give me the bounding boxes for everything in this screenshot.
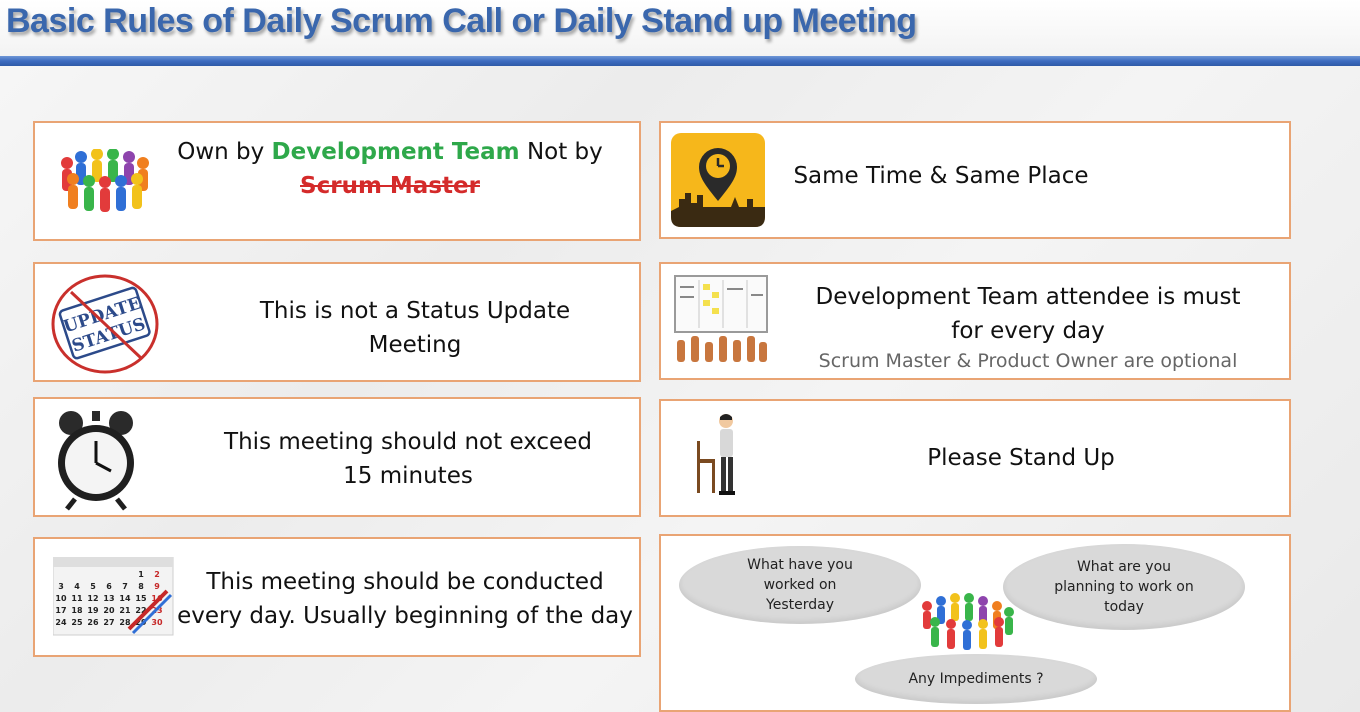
calendar-day: 6: [106, 582, 112, 591]
attendee-text: Development Team attendee is must for ev…: [815, 284, 1241, 344]
owner-text: Own by Development Team Not by Scrum Mas…: [155, 135, 625, 203]
same-place-text: Same Time & Same Place: [793, 163, 1089, 189]
title-bar: Basic Rules of Daily Scrum Call or Daily…: [0, 0, 1360, 56]
alarm-clock-icon: [58, 411, 134, 511]
calendar-day: 8: [138, 582, 144, 591]
calendar-day: 5: [90, 582, 96, 591]
daily-text: This meeting should be conducted every d…: [177, 569, 633, 629]
calendar-day: 12: [87, 594, 98, 603]
card-status: UPDATE STATUS This is not a Status Updat…: [33, 262, 641, 382]
calendar-day: 4: [74, 582, 80, 591]
stand-up-text: Please Stand Up: [927, 445, 1115, 471]
calendar-day: 27: [103, 618, 114, 627]
card-owner: Own by Development Team Not by Scrum Mas…: [33, 121, 641, 241]
calendar-day: 29: [135, 618, 147, 627]
calendar-day: 19: [87, 606, 99, 615]
card-questions: What have you worked on Yesterday What a…: [659, 534, 1291, 712]
calendar-day: 14: [119, 594, 131, 603]
calendar-day: 30: [151, 618, 163, 627]
calendar-day: 26: [87, 618, 99, 627]
calendar-day: 11: [71, 594, 83, 603]
kanban-board-icon: [674, 275, 768, 362]
card-timebox: This meeting should not exceed 15 minute…: [33, 397, 641, 517]
team-huddle-icon: [922, 593, 1014, 650]
calendar-day: 2: [154, 570, 160, 579]
calendar-day: 18: [71, 606, 83, 615]
calendar-day: 13: [103, 594, 114, 603]
calendar-day: 7: [122, 582, 128, 591]
owner-struck: Scrum Master: [300, 173, 480, 199]
calendar-day: 25: [71, 618, 83, 627]
slide-title: Basic Rules of Daily Scrum Call or Daily…: [6, 2, 917, 40]
calendar-day: 28: [119, 618, 131, 627]
card-same-place: Same Time & Same Place: [659, 121, 1291, 239]
calendar-day: 21: [119, 606, 131, 615]
standing-person-icon: [697, 414, 735, 495]
calendar-day: 20: [103, 606, 115, 615]
owner-suffix: Not by: [519, 139, 603, 165]
calendar-icon: 1234567891011121314151617181920212223242…: [53, 557, 174, 636]
owner-team: Development Team: [271, 139, 520, 165]
map-pin-clock-icon: [671, 133, 765, 227]
calendar-day: 17: [55, 606, 66, 615]
card-attendee: Development Team attendee is must for ev…: [659, 262, 1291, 380]
owner-prefix: Own by: [177, 139, 272, 165]
card-daily: 1234567891011121314151617181920212223242…: [33, 537, 641, 657]
calendar-day: 1: [138, 570, 144, 579]
calendar-day: 10: [55, 594, 67, 603]
bubble-today: What are you planning to work on today: [1003, 544, 1245, 630]
team-circle-icon: [61, 149, 149, 212]
attendee-note: Scrum Master & Product Owner are optiona…: [818, 350, 1238, 372]
bubble-impediments: Any Impediments ?: [855, 654, 1097, 704]
card-stand-up: Please Stand Up: [659, 399, 1291, 517]
calendar-day: 9: [154, 582, 160, 591]
calendar-day: 3: [58, 582, 64, 591]
bubble-yesterday: What have you worked on Yesterday: [679, 546, 921, 624]
calendar-day: 22: [135, 606, 146, 615]
title-rule: [0, 56, 1360, 66]
update-status-stamp-icon: UPDATE STATUS: [51, 274, 159, 374]
calendar-day: 15: [135, 594, 147, 603]
status-text: This is not a Status Update Meeting: [259, 298, 571, 358]
timebox-text: This meeting should not exceed 15 minute…: [224, 429, 592, 489]
calendar-day: 24: [55, 618, 67, 627]
